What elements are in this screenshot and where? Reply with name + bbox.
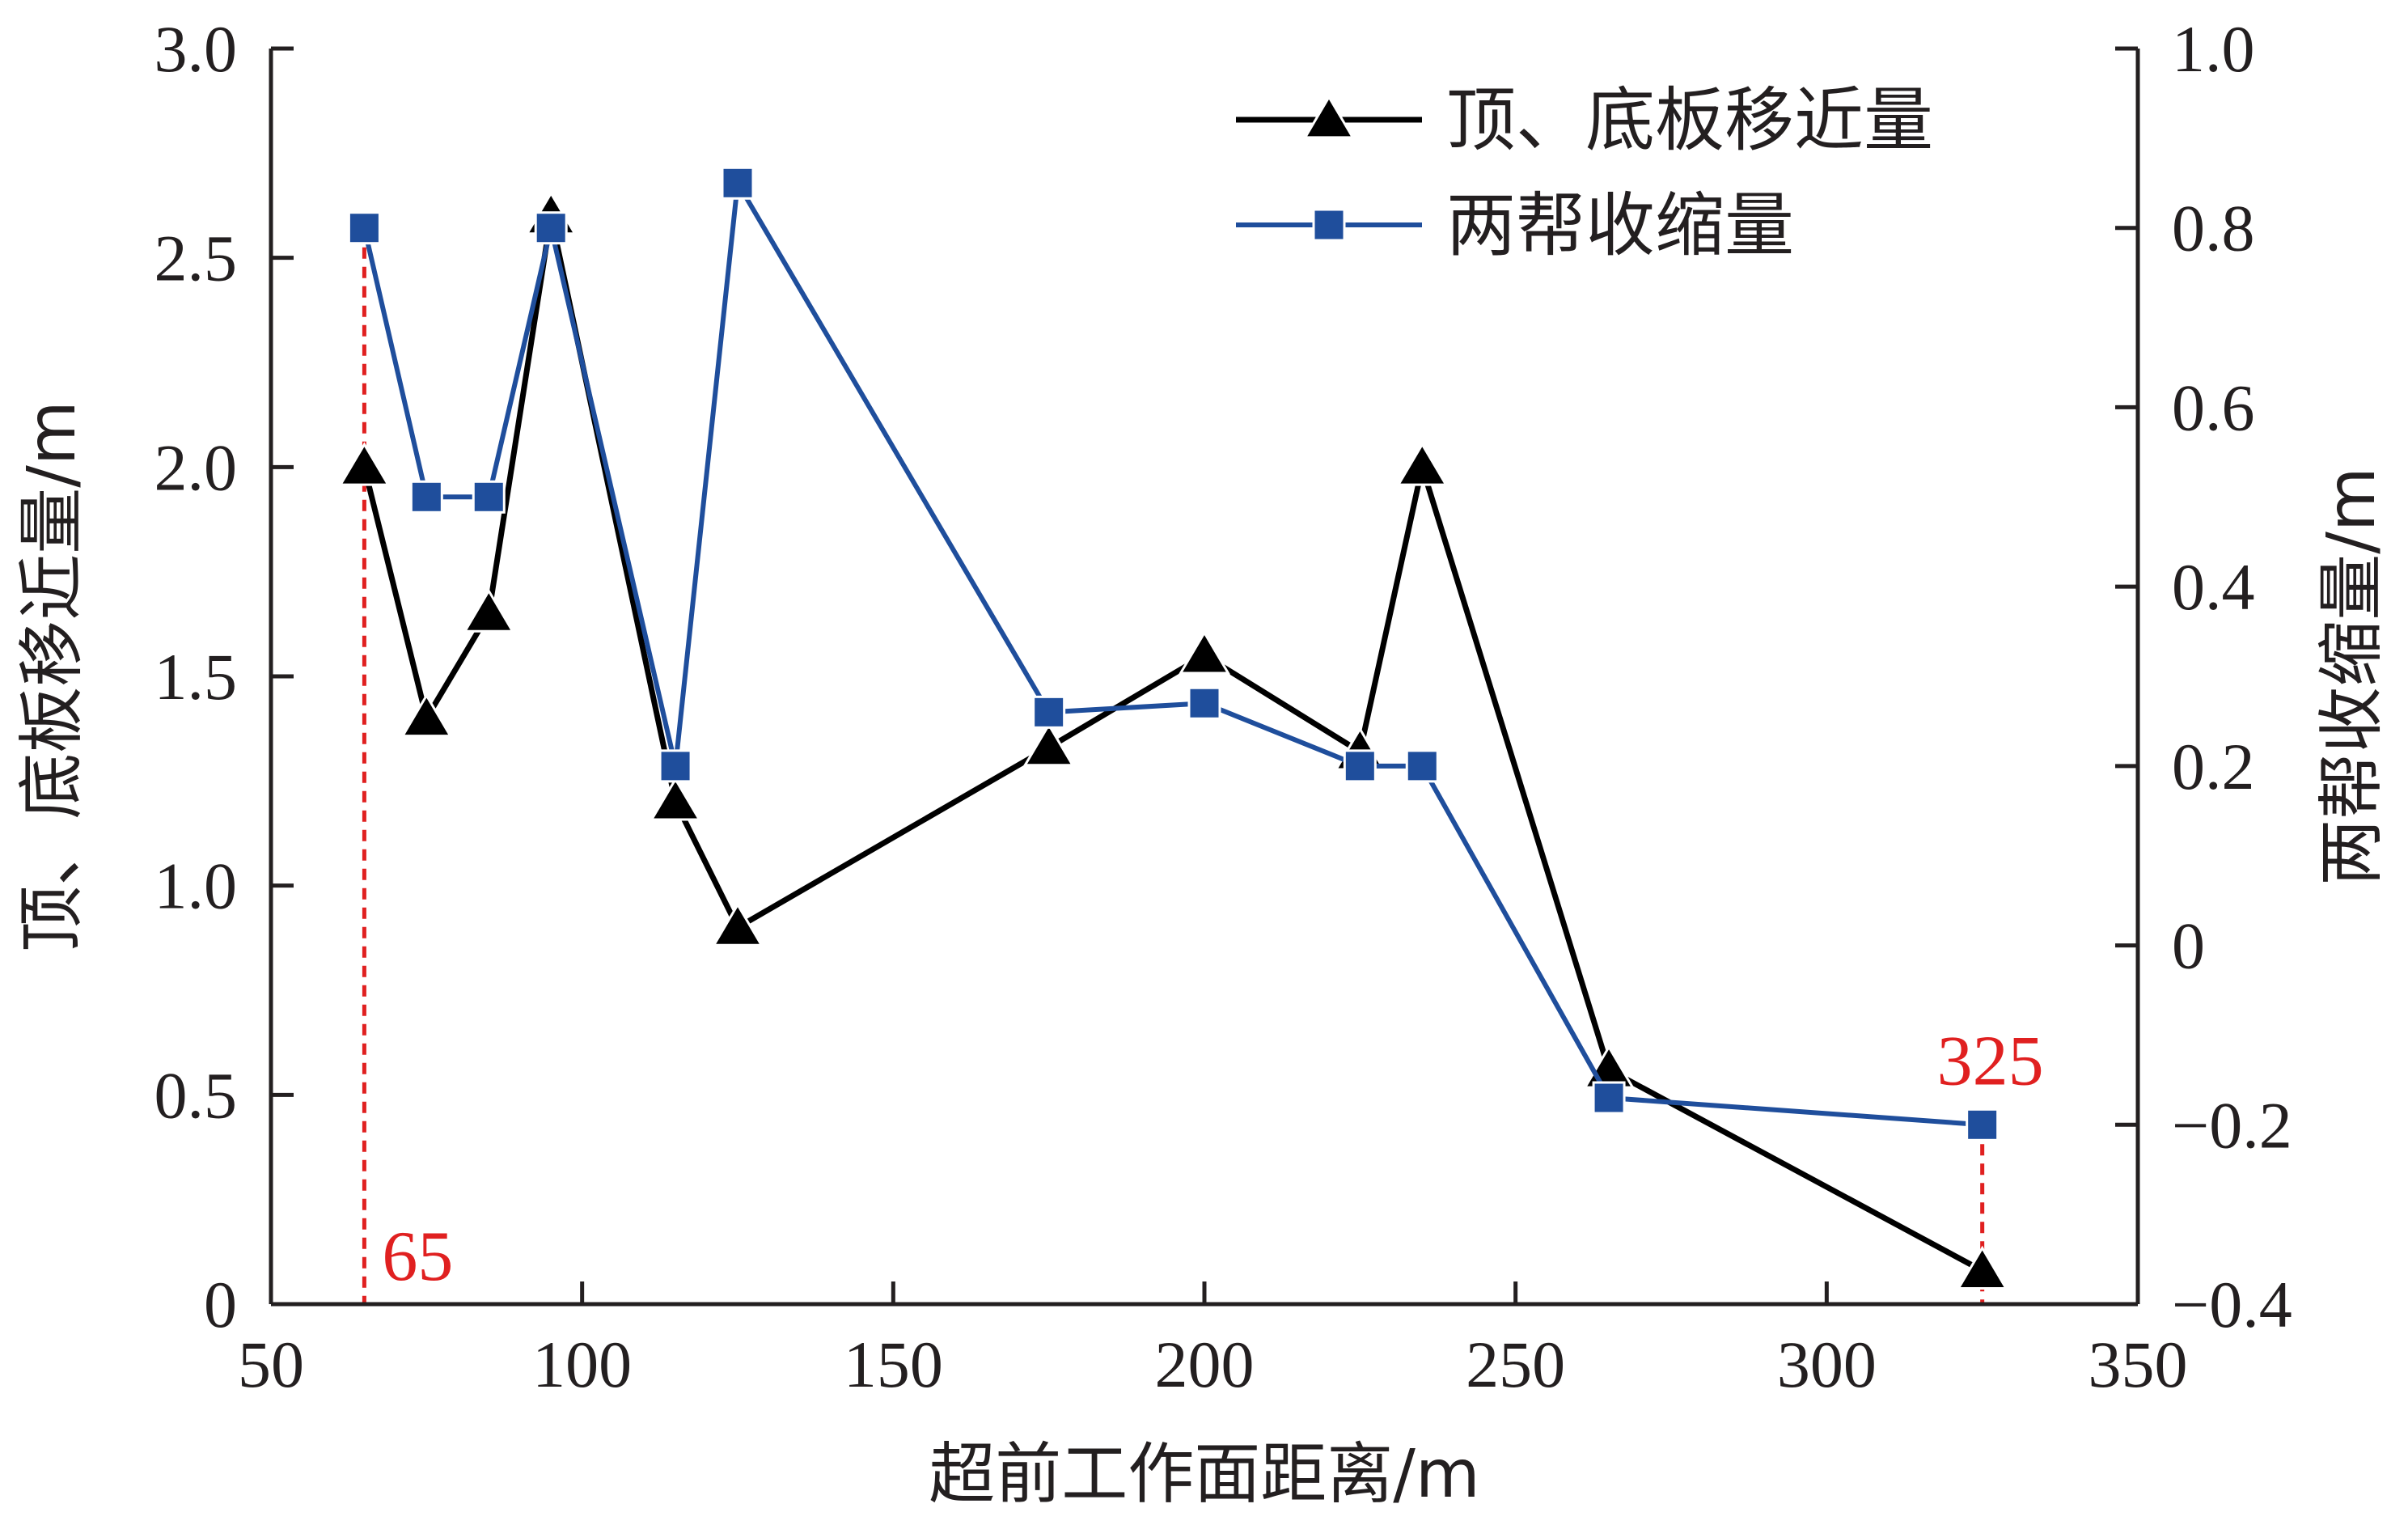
y-tick-label: 0.5 [154,1058,238,1132]
series-2-point [1405,749,1439,783]
series-1-point [1178,630,1231,675]
annotation-labels: 65 325 [382,1022,2043,1296]
y-tick-label: 0 [204,1268,237,1341]
series-2-point [1032,695,1066,729]
x-tick-label: 350 [2088,1328,2188,1401]
x-tick-label: 200 [1155,1328,1255,1401]
series-2-point [1592,1081,1626,1115]
series-1-point [338,442,391,486]
series-2-point [658,749,692,783]
y2-axis-title: 两帮收缩量/m [2313,467,2390,886]
series-layer [338,166,2008,1290]
series-line-1 [362,213,1984,1273]
y2-tick-label: 0.2 [2172,730,2255,803]
series-1-point [1396,442,1449,486]
series-2-point [472,480,506,514]
series-2-point [1966,1108,2000,1142]
series-1-point [1022,722,1075,767]
y-tick-label: 2.0 [154,430,238,504]
y2-tick-label: −0.2 [2172,1088,2292,1162]
tick-labels: 50 100 150 200 250 300 350 0 0.5 1.0 1.5 2.0 2.5 3.0 −… [154,12,2292,1401]
x-tick-label: 50 [238,1328,304,1401]
series-line-2 [362,180,1983,1128]
legend-label-1: 顶、底板移近量 [1446,80,1933,161]
y2-tick-label: 0 [2172,909,2205,983]
legend-label-2: 两帮收缩量 [1446,185,1794,266]
series-1-point [650,777,702,821]
annotation-lines [362,227,1985,1304]
x-axis-title: 超前工作面距离/m [929,1436,1480,1513]
legend-marker-square [1312,208,1346,242]
y-tick-label: 1.0 [154,849,238,923]
series-1-point [1956,1245,2008,1290]
y-tick-label: 2.5 [154,222,238,295]
series-2-point [409,480,443,514]
y2-tick-label: 1.0 [2172,12,2255,86]
x-tick-label: 150 [844,1328,943,1401]
y2-tick-label: 0.4 [2172,550,2255,624]
x-tick-label: 300 [1777,1328,1877,1401]
y-tick-label: 1.5 [154,640,238,714]
y2-tick-label: 0.8 [2172,192,2255,265]
y2-tick-label: −0.4 [2172,1268,2292,1341]
y2-tick-label: 0.6 [2172,371,2255,444]
series-2-point [1343,749,1377,783]
series-2-point [347,211,381,245]
y-tick-label: 3.0 [154,12,238,86]
annotation-label: 325 [1937,1022,2044,1100]
annotation-label: 65 [382,1218,453,1296]
axes [269,46,2140,1307]
series-1-point [711,902,764,947]
y-axis-title: 顶、底板移近量/m [14,400,91,952]
series-2-point [534,211,568,245]
series-1-point [463,588,515,633]
legend-marker-triangle [1302,95,1356,139]
series-1-point [400,693,453,738]
series-2-point [721,166,755,200]
x-tick-label: 100 [532,1328,632,1401]
x-tick-label: 250 [1466,1328,1565,1401]
series-2-point [1187,686,1221,720]
